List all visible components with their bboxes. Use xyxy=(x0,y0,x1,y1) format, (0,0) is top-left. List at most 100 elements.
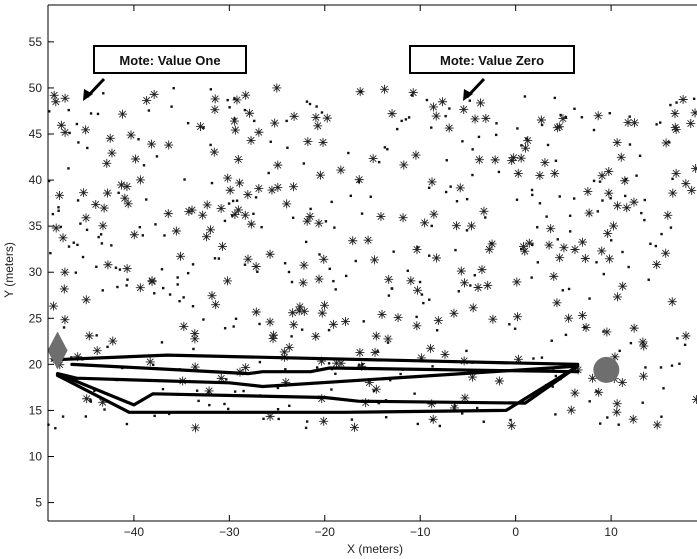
mote-value-zero xyxy=(262,417,265,420)
mote-value-zero xyxy=(300,328,304,331)
mote-value-one xyxy=(281,377,291,387)
mote-value-one xyxy=(49,90,59,100)
mote-value-one xyxy=(311,112,321,122)
mote-value-zero xyxy=(81,255,85,259)
mote-value-zero xyxy=(361,362,364,366)
mote-value-one xyxy=(550,168,560,178)
mote-value-zero xyxy=(465,349,468,353)
mote-value-zero xyxy=(202,126,205,130)
callout-box xyxy=(409,45,575,74)
mote-value-one xyxy=(406,276,416,286)
y-tick-label: 5 xyxy=(35,496,42,510)
mote-value-zero xyxy=(430,418,434,422)
mote-value-zero xyxy=(232,325,235,328)
mote-value-one xyxy=(597,246,607,256)
mote-value-zero xyxy=(227,202,231,205)
mote-value-zero xyxy=(461,140,464,143)
mote-value-zero xyxy=(520,144,523,147)
mote-value-zero xyxy=(606,416,609,419)
mote-value-zero xyxy=(347,151,350,155)
mote-value-zero xyxy=(304,240,308,244)
mote-value-zero xyxy=(170,105,173,108)
mote-value-zero xyxy=(362,320,365,323)
mote-value-one xyxy=(552,123,562,133)
mote-value-zero xyxy=(627,265,630,269)
mote-value-zero xyxy=(320,111,324,114)
mote-value-one xyxy=(179,321,189,331)
mote-value-zero xyxy=(465,229,469,232)
mote-value-zero xyxy=(564,115,568,119)
mote-value-one xyxy=(546,224,556,234)
mote-value-zero xyxy=(160,268,164,271)
mote-value-zero xyxy=(95,334,98,337)
mote-value-zero xyxy=(276,386,280,390)
mote-value-zero xyxy=(172,86,175,90)
mote-value-one xyxy=(552,298,562,308)
mote-value-zero xyxy=(643,198,646,202)
mote-value-one xyxy=(81,213,91,223)
mote-value-one xyxy=(612,399,622,409)
mote-value-one xyxy=(370,347,380,357)
mote-value-zero xyxy=(183,178,186,181)
mote-value-one xyxy=(246,135,256,145)
mote-value-one xyxy=(612,138,622,148)
mote-value-zero xyxy=(561,289,564,292)
mote-value-one xyxy=(583,187,593,197)
mote-value-zero xyxy=(67,108,70,112)
mote-value-zero xyxy=(95,265,98,268)
mote-value-one xyxy=(288,308,298,318)
mote-value-zero xyxy=(678,362,681,365)
mote-value-one xyxy=(265,317,275,327)
mote-value-zero xyxy=(230,214,234,217)
mote-value-zero xyxy=(287,270,291,274)
mote-value-one xyxy=(668,188,678,198)
mote-value-zero xyxy=(554,374,558,378)
mote-value-zero xyxy=(155,155,159,158)
y-tick-label: 20 xyxy=(29,357,43,371)
mote-value-one xyxy=(332,358,342,368)
mote-value-one xyxy=(629,197,639,207)
mote-value-one xyxy=(612,201,622,211)
mote-value-one xyxy=(302,216,312,226)
mote-value-zero xyxy=(207,390,210,394)
mote-value-one xyxy=(84,331,94,341)
mote-value-zero xyxy=(254,196,258,199)
mote-value-zero xyxy=(328,267,331,271)
mote-value-one xyxy=(105,133,115,143)
mote-value-zero xyxy=(226,98,229,102)
mote-value-one xyxy=(216,203,226,213)
mote-value-one xyxy=(60,127,70,137)
mote-value-zero xyxy=(404,118,408,121)
mote-value-zero xyxy=(182,296,185,299)
mote-value-zero xyxy=(242,389,245,393)
mote-value-zero xyxy=(176,283,179,286)
mote-value-zero xyxy=(558,195,561,198)
mote-value-one xyxy=(267,185,277,195)
mote-value-one xyxy=(536,115,546,125)
mote-value-one xyxy=(217,241,227,251)
route-path xyxy=(70,362,580,376)
mote-value-zero xyxy=(86,146,89,150)
mote-value-one xyxy=(147,277,157,287)
mote-value-zero xyxy=(601,199,604,202)
mote-value-zero xyxy=(530,188,534,192)
mote-value-zero xyxy=(629,341,633,345)
mote-value-zero xyxy=(536,261,540,264)
mote-value-zero xyxy=(572,197,576,200)
mote-value-zero xyxy=(418,280,422,284)
mote-value-zero xyxy=(330,200,333,204)
mote-value-one xyxy=(59,284,69,294)
mote-value-zero xyxy=(141,234,145,237)
mote-value-zero xyxy=(48,110,51,113)
mote-value-zero xyxy=(415,315,418,319)
mote-value-one xyxy=(681,179,691,189)
mote-value-one xyxy=(578,237,588,247)
mote-value-one xyxy=(686,119,696,129)
mote-value-one xyxy=(223,173,233,183)
mote-value-zero xyxy=(386,148,389,151)
mote-value-zero xyxy=(667,141,671,144)
mote-value-one xyxy=(245,108,255,118)
mote-value-one xyxy=(433,316,443,326)
mote-value-one xyxy=(142,95,152,105)
x-tick-label: −20 xyxy=(315,525,336,539)
